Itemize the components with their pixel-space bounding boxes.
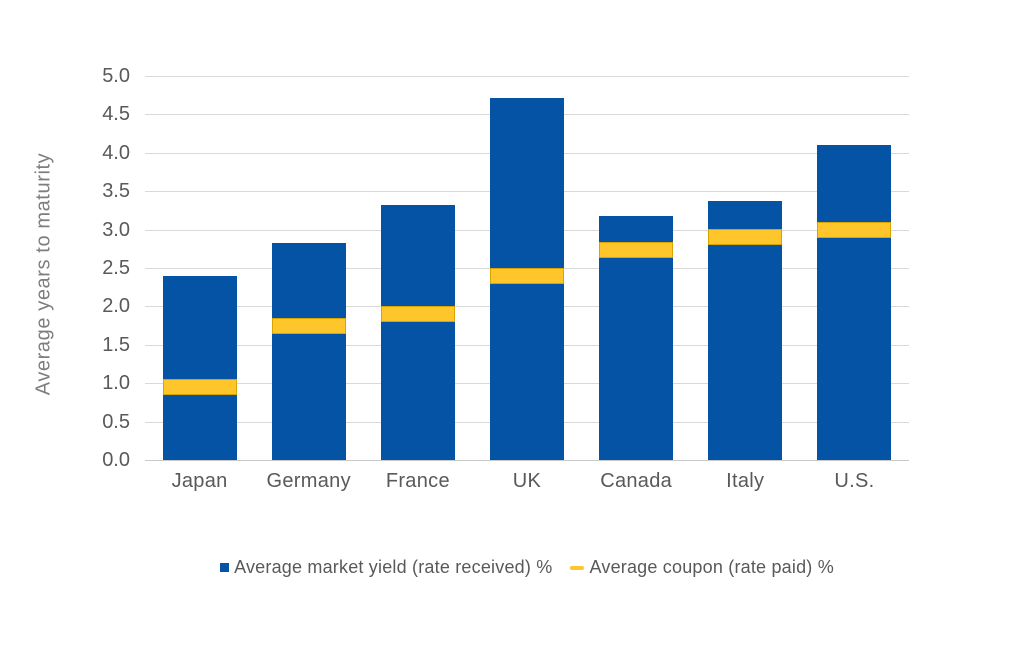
y-tick-label-1-0: 1.0 xyxy=(102,372,130,395)
bar-group-us xyxy=(800,76,909,460)
legend-marker-dash-icon xyxy=(570,565,585,570)
coupon-marker-canada xyxy=(599,242,674,259)
y-tick-label-4-5: 4.5 xyxy=(102,103,130,126)
bar-germany xyxy=(271,242,346,460)
legend-item-coupon: Average coupon (rate paid) % xyxy=(570,557,834,578)
coupon-marker-japan xyxy=(162,379,237,396)
bar-group-france xyxy=(363,76,472,460)
bar-us xyxy=(817,145,892,460)
bar-france xyxy=(380,205,455,460)
x-axis-label-canada: Canada xyxy=(600,470,673,492)
legend: Average market yield (rate received) % A… xyxy=(145,557,909,578)
bar-group-japan xyxy=(145,76,254,460)
y-tick-label-1-5: 1.5 xyxy=(102,333,130,356)
legend-label-market-yield: Average market yield (rate received) % xyxy=(234,557,553,577)
x-axis-label-italy: Italy xyxy=(726,470,765,492)
y-tick-label-3-5: 3.5 xyxy=(102,180,130,203)
x-axis-labels: Japan Germany France UK Canada Italy U.S. xyxy=(145,469,909,493)
x-axis-label-japan: Japan xyxy=(171,470,228,492)
y-tick-label-0-5: 0.5 xyxy=(102,410,130,433)
y-tick-label-2-5: 2.5 xyxy=(102,257,130,279)
legend-item-market-yield: Average market yield (rate received) % xyxy=(220,557,552,578)
coupon-marker-france xyxy=(380,306,455,323)
coupon-marker-germany xyxy=(271,317,346,334)
y-tick-label-0-0: 0.0 xyxy=(102,449,130,471)
coupon-marker-italy xyxy=(708,229,783,246)
legend-marker-square-icon xyxy=(220,563,230,572)
x-axis-label-germany: Germany xyxy=(266,470,351,492)
bar-japan xyxy=(162,276,237,460)
bar-group-germany xyxy=(254,76,363,460)
plot-area xyxy=(145,76,909,461)
y-tick-label-2-0: 2.0 xyxy=(102,295,130,318)
x-axis-label-uk: UK xyxy=(512,470,542,492)
x-axis-label-us: U.S. xyxy=(834,470,875,492)
y-tick-label-5-0: 5.0 xyxy=(102,65,130,87)
y-axis-tick-labels: 5.0 4.5 4.0 3.5 3.0 2.5 2.0 1.5 1.0 0.5 0.0 xyxy=(0,66,130,470)
legend-label-coupon: Average coupon (rate paid) % xyxy=(589,557,834,577)
x-axis-label-france: France xyxy=(385,470,450,492)
bar-group-uk xyxy=(472,76,581,460)
gridline xyxy=(145,76,909,77)
coupon-marker-us xyxy=(817,221,892,238)
bar-group-canada xyxy=(582,76,691,460)
y-tick-label-3-0: 3.0 xyxy=(102,218,130,241)
y-tick-label-4-0: 4.0 xyxy=(102,141,130,164)
bar-group-italy xyxy=(691,76,800,460)
coupon-marker-uk xyxy=(489,267,564,284)
